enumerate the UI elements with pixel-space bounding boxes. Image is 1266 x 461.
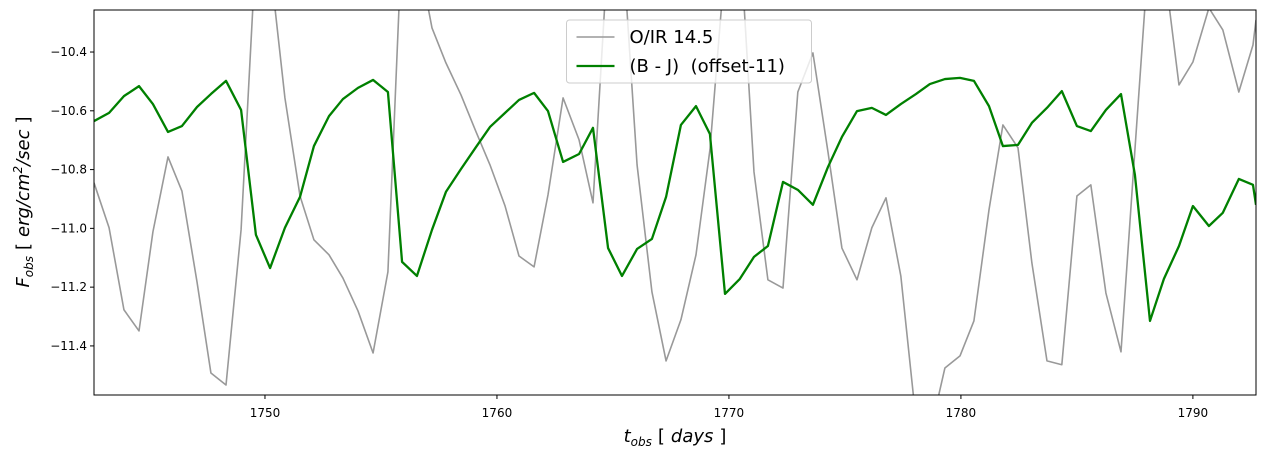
y-label-sub: obs xyxy=(22,256,36,277)
x-label-open: [ xyxy=(658,426,665,447)
y-tick-label: −11.4 xyxy=(50,339,87,353)
x-tick-label: 1760 xyxy=(482,406,513,420)
y-tick-label: −11.0 xyxy=(50,221,87,235)
y-tick-label: −10.6 xyxy=(50,104,87,118)
y-axis-label: Fobs [ erg/cm2/sec] xyxy=(11,116,36,287)
y-tick-label: −10.8 xyxy=(50,163,87,177)
y-label-open: [ xyxy=(13,243,34,250)
y-label-symbol: F xyxy=(13,277,34,288)
y-tick-label: −11.2 xyxy=(50,280,87,294)
x-label-unit: days xyxy=(671,426,714,447)
x-tick-label: 1790 xyxy=(1178,406,1209,420)
y-label-unit2: /sec xyxy=(13,129,34,168)
y-tick-label: −10.4 xyxy=(50,45,87,59)
x-label-close: ] xyxy=(719,426,726,447)
x-tick-label: 1780 xyxy=(946,406,977,420)
y-label-sup: 2 xyxy=(11,166,25,174)
x-label-symbol: t xyxy=(624,426,632,447)
series-line xyxy=(94,76,1256,323)
axes-frame xyxy=(93,9,1257,396)
y-label-unit: erg/cm xyxy=(13,174,34,237)
plot-lines xyxy=(94,10,1256,395)
series-line xyxy=(94,10,1256,395)
x-label-sub: obs xyxy=(631,435,652,449)
legend-box xyxy=(566,19,812,84)
x-tick-label: 1750 xyxy=(250,406,281,420)
legend-label: (B - J) (offset-11) xyxy=(630,56,785,77)
legend-label: O/IR 14.5 xyxy=(630,27,714,48)
x-tick-label: 1770 xyxy=(714,406,745,420)
y-label-close: ] xyxy=(13,116,34,123)
x-axis-label: tobs [ days] xyxy=(624,426,727,449)
